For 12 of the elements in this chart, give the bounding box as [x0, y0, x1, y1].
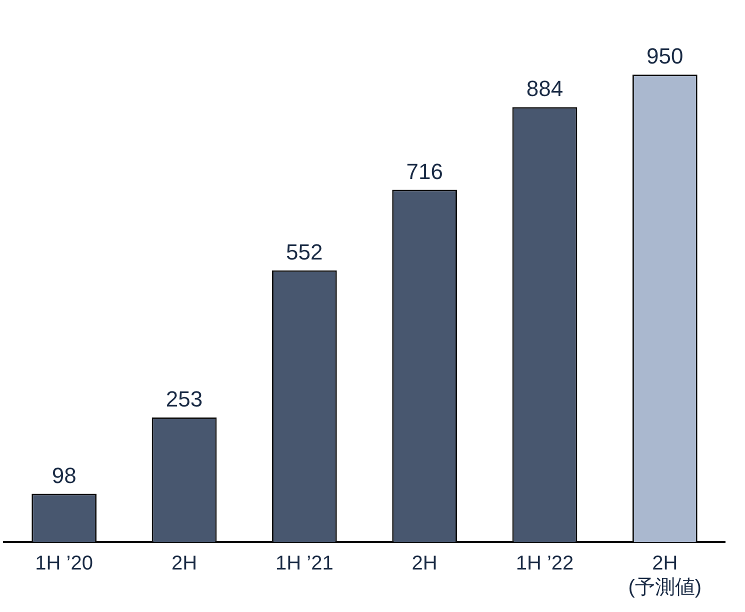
- x-tick-label: 2H: [171, 552, 198, 575]
- data-label: 884: [526, 76, 564, 102]
- x-tick-label: 1H ’21: [276, 552, 334, 575]
- data-label: 98: [52, 462, 76, 488]
- x-tick-label: 2H (予測値): [628, 552, 702, 599]
- x-tick-label: 1H ’20: [35, 552, 93, 575]
- data-label: 253: [166, 386, 203, 412]
- x-tick-label: 1H ’22: [516, 552, 574, 575]
- data-label: 950: [646, 44, 684, 69]
- data-label: 716: [406, 158, 443, 184]
- x-tick-label: 2H: [412, 552, 438, 575]
- data-label: 552: [286, 239, 323, 264]
